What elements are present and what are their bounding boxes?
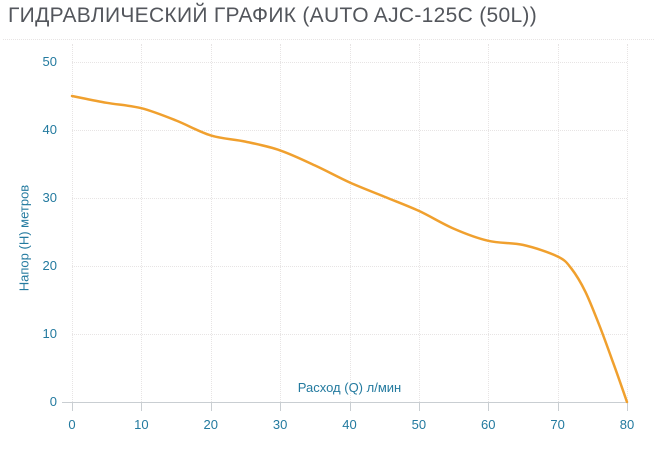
gridline-x <box>210 44 212 402</box>
x-axis-tick <box>280 403 282 411</box>
x-axis-tick <box>349 403 351 411</box>
x-tick-label: 10 <box>134 417 149 432</box>
y-tick-label: 0 <box>49 394 57 409</box>
y-tick-label: 50 <box>42 54 57 69</box>
chart-title: ГИДРАВЛИЧЕСКИЙ ГРАФИК (AUTO AJC-125C (50… <box>8 4 538 27</box>
gridline-x <box>280 44 282 402</box>
x-axis-tick <box>627 403 628 411</box>
x-tick-label: 40 <box>342 417 357 432</box>
gridline-x <box>349 44 351 402</box>
x-axis-title: Расход (Q) л/мин <box>297 380 402 395</box>
x-tick-label: 0 <box>68 417 76 432</box>
y-axis-title: Напор (H) метров <box>16 184 32 292</box>
gridline-x <box>141 44 143 402</box>
x-tick-label: 30 <box>272 417 288 432</box>
y-tick-label: 20 <box>42 258 57 273</box>
gridline-x <box>557 44 559 402</box>
x-axis-line <box>62 402 628 403</box>
pump-curve <box>70 94 629 404</box>
x-tick-label: 20 <box>203 417 218 432</box>
x-tick-label: 70 <box>550 417 565 432</box>
gridline-x <box>488 44 490 402</box>
y-tick-label: 30 <box>42 190 57 205</box>
y-tick-label: 40 <box>42 122 57 137</box>
chart-canvas <box>70 94 629 404</box>
x-axis-tick <box>488 403 490 411</box>
x-axis-tick <box>141 403 143 411</box>
x-axis-tick <box>557 403 559 411</box>
x-tick-label: 50 <box>411 417 427 432</box>
x-axis-tick <box>418 403 420 411</box>
y-tick-label: 10 <box>42 326 57 341</box>
gridline-x <box>418 44 420 402</box>
x-tick-label: 80 <box>619 417 635 432</box>
x-tick-label: 60 <box>481 417 496 432</box>
x-axis-tick <box>210 403 212 411</box>
gridline-x <box>627 44 628 402</box>
gridline-x <box>72 44 73 402</box>
x-axis-tick <box>72 403 73 411</box>
title-separator <box>3 39 654 40</box>
